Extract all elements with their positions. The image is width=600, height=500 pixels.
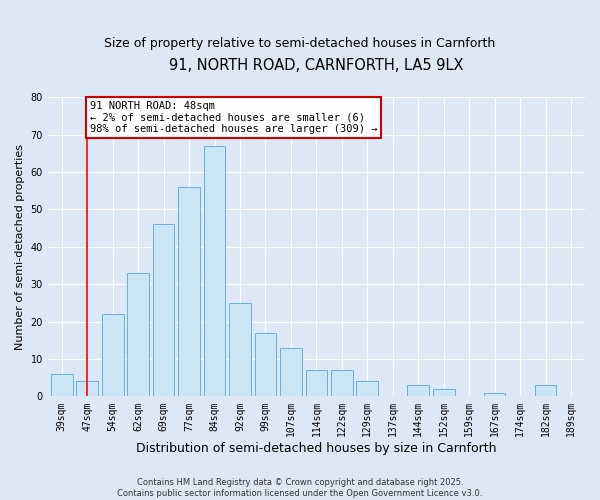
Bar (127, 273, 149, 396)
Title: 91, NORTH ROAD, CARNFORTH, LA5 9LX: 91, NORTH ROAD, CARNFORTH, LA5 9LX (169, 58, 464, 72)
Bar (484, 392, 505, 396)
Bar (305, 370, 327, 396)
Bar (178, 187, 200, 396)
Bar (331, 370, 353, 396)
Bar (153, 224, 175, 396)
Bar (254, 333, 276, 396)
Bar (535, 385, 556, 396)
Bar (204, 146, 226, 397)
Text: Contains HM Land Registry data © Crown copyright and database right 2025.
Contai: Contains HM Land Registry data © Crown c… (118, 478, 482, 498)
Text: 91 NORTH ROAD: 48sqm
← 2% of semi-detached houses are smaller (6)
98% of semi-de: 91 NORTH ROAD: 48sqm ← 2% of semi-detach… (90, 101, 377, 134)
Bar (76, 382, 98, 396)
Bar (280, 348, 302, 397)
Bar (229, 303, 251, 396)
X-axis label: Distribution of semi-detached houses by size in Carnforth: Distribution of semi-detached houses by … (136, 442, 497, 455)
Bar (356, 382, 378, 396)
Text: Size of property relative to semi-detached houses in Carnforth: Size of property relative to semi-detach… (104, 38, 496, 51)
Bar (407, 385, 429, 396)
Bar (433, 389, 455, 396)
Bar (51, 374, 73, 396)
Bar (102, 314, 124, 396)
Y-axis label: Number of semi-detached properties: Number of semi-detached properties (15, 144, 25, 350)
